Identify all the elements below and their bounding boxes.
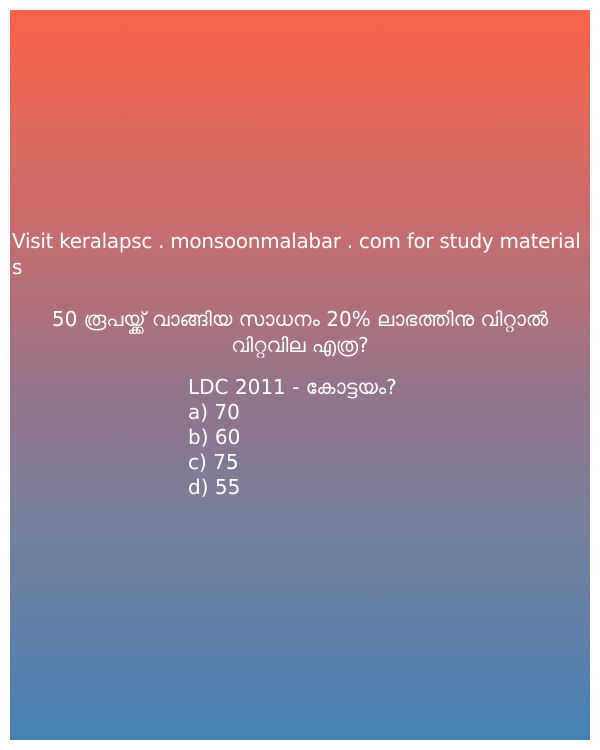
question-line-1: 50 രൂപയ്ക്ക് വാങ്ങിയ സാധനം 20% ലാഭത്തിനു…	[51, 307, 549, 331]
answer-block: LDC 2011 - കോട്ടയം? a) 70 b) 60 c) 75 d)…	[188, 375, 397, 500]
promo-text: Visit keralapsc . monsoonmalabar . com f…	[12, 229, 581, 279]
question-card: Visit keralapsc . monsoonmalabar . com f…	[10, 10, 590, 740]
question-text: 50 രൂപയ്ക്ക് വാങ്ങിയ സാധനം 20% ലാഭത്തിനു…	[10, 306, 590, 358]
exam-source: LDC 2011 - കോട്ടയം?	[188, 375, 397, 399]
option-c: c) 75	[188, 450, 239, 474]
option-a: a) 70	[188, 400, 240, 424]
option-d: d) 55	[188, 475, 241, 499]
option-b: b) 60	[188, 425, 241, 449]
question-line-2: വിറ്റവില എത്ര?	[231, 333, 369, 357]
